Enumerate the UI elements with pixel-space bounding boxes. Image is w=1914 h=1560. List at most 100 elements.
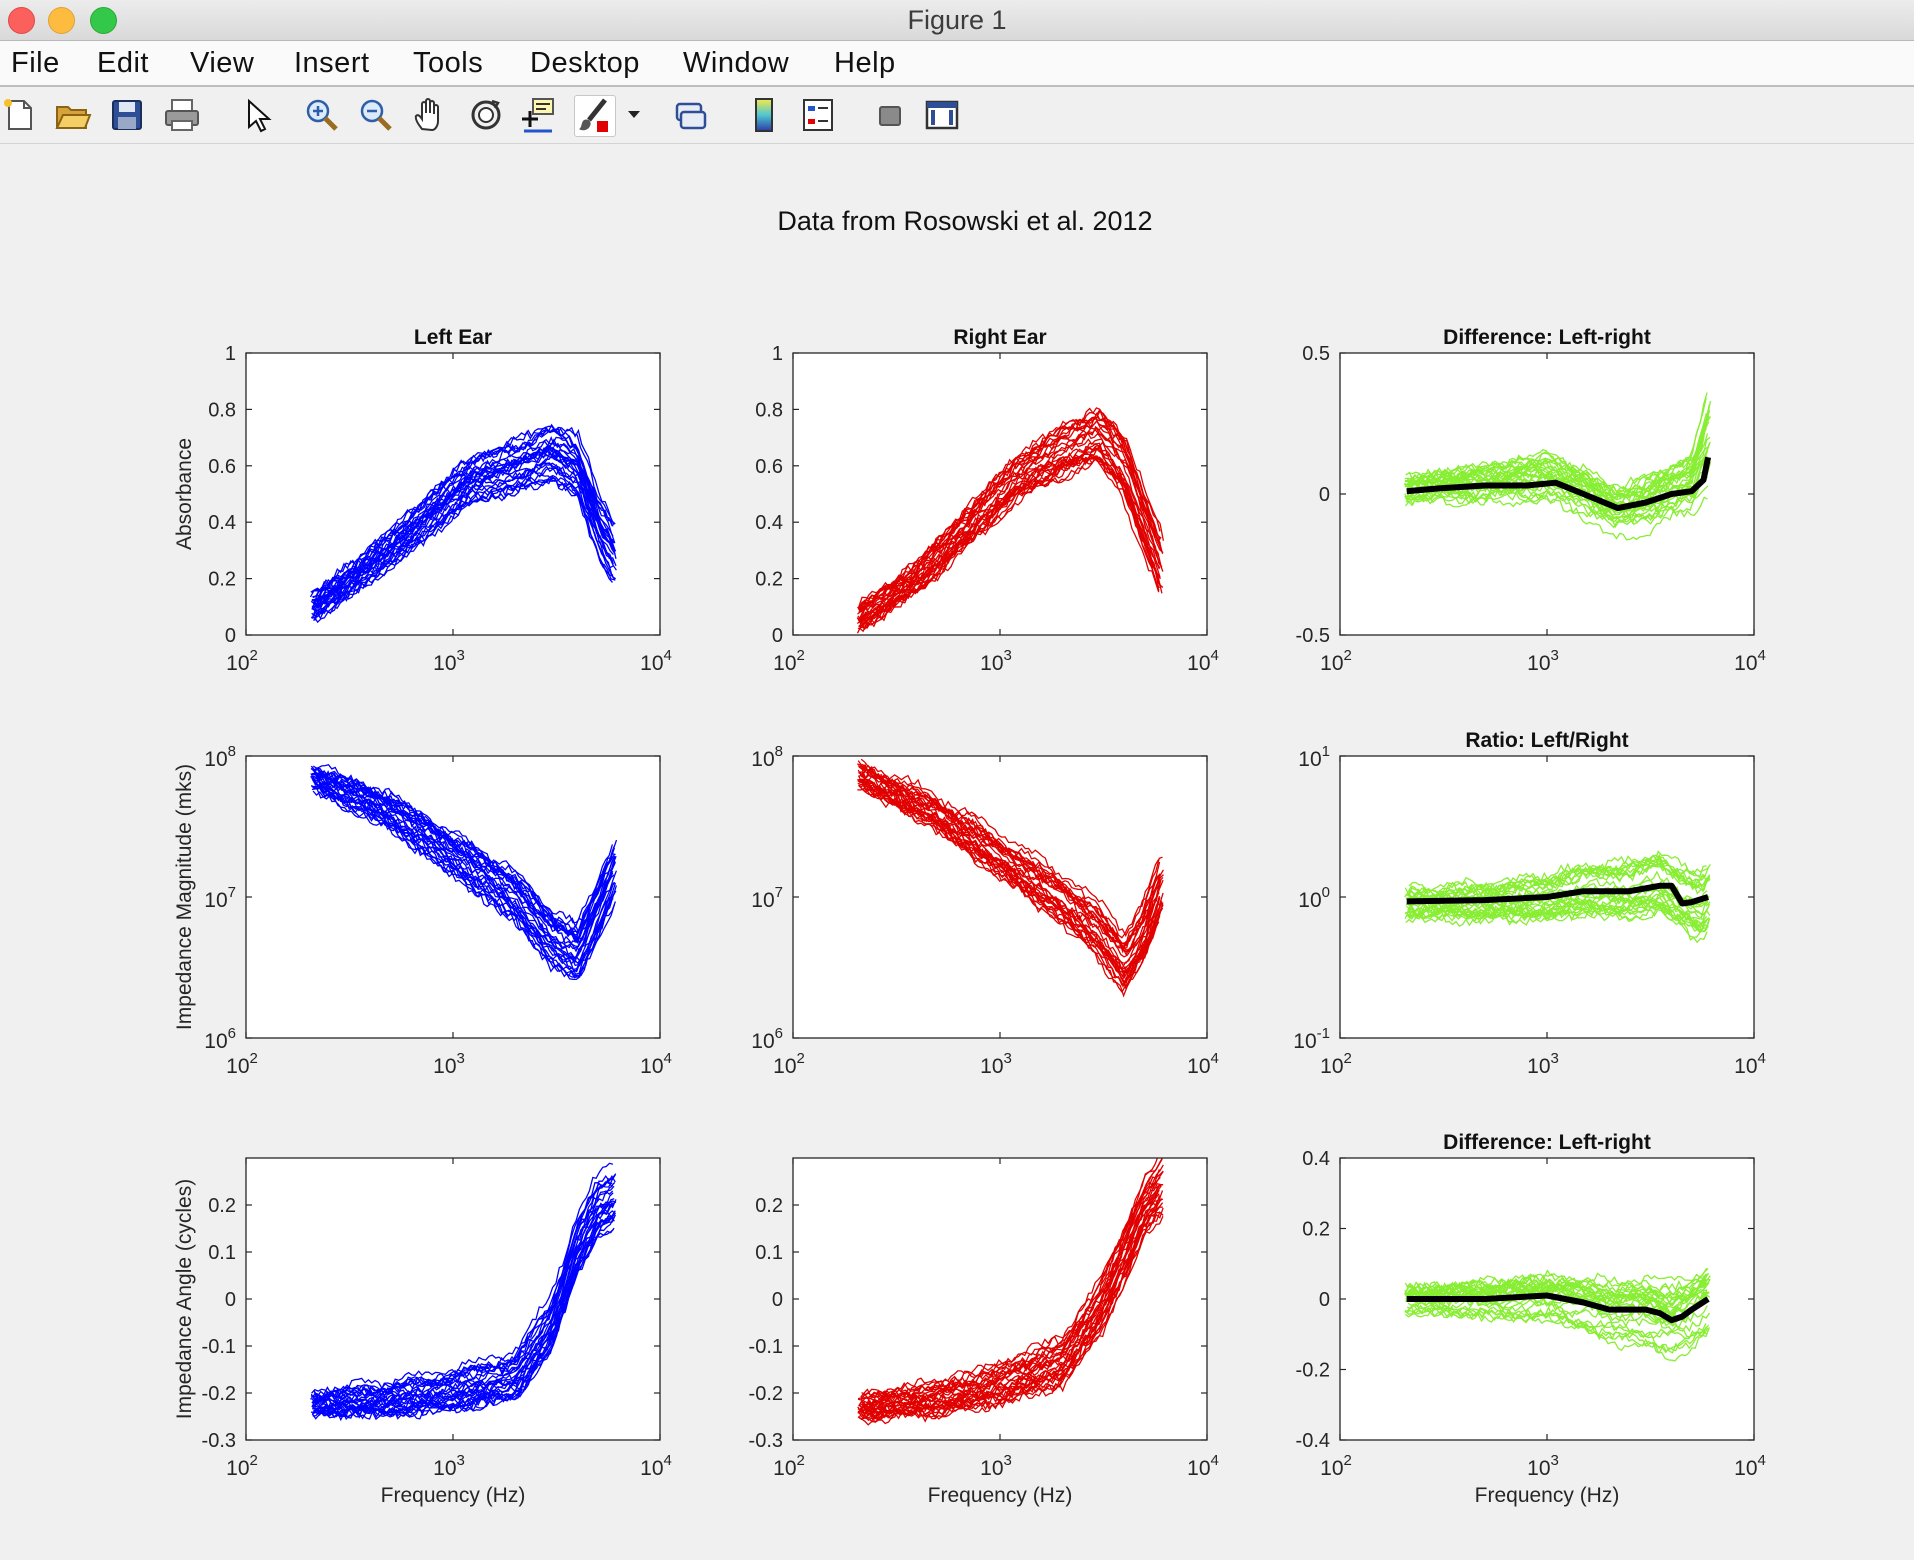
x-tick-label: 102 <box>773 1050 805 1078</box>
subplot-right-absorbance[interactable]: 102 103 104 0 0.2 0.4 0.6 0.8 1 Right Ear <box>755 326 1219 675</box>
y-tick-label: -0.3 <box>749 1430 783 1452</box>
menu-help[interactable]: Help <box>834 47 896 79</box>
colorbar-icon[interactable] <box>744 95 784 135</box>
series-line <box>1408 862 1712 894</box>
y-tick-label: 108 <box>204 743 236 771</box>
series-line <box>858 1176 1161 1407</box>
menu-edit[interactable]: Edit <box>97 47 149 79</box>
y-tick-label: 106 <box>751 1025 783 1053</box>
series-line <box>313 1214 616 1422</box>
subplot-impedance-magnitude-ratio[interactable]: 102 103 104 10-1 100 101 Ratio: Left/Right <box>1293 729 1766 1078</box>
brush-icon[interactable] <box>574 95 616 137</box>
menu-bar: File Edit View Insert Tools Desktop Wind… <box>0 41 1914 87</box>
save-icon[interactable] <box>107 95 147 135</box>
mean-line <box>1406 456 1712 512</box>
series-line <box>859 784 1163 983</box>
figure-toolbar <box>0 87 1914 144</box>
series-line <box>861 426 1164 618</box>
window-titlebar: Figure 1 <box>0 0 1914 41</box>
x-tick-label: 102 <box>1320 1050 1352 1078</box>
y-tick-label: 0.2 <box>208 569 236 591</box>
series-line <box>311 1162 614 1395</box>
subplot-absorbance-difference[interactable]: 102 103 104 -0.5 0 0.5 Difference: Left-right <box>1296 326 1766 675</box>
x-tick-label: 104 <box>640 1050 672 1078</box>
subplot-right-impedance-angle[interactable]: 102 103 104 -0.3 -0.2 -0.1 0 0.1 0.2 Frequency (H… <box>749 1154 1219 1507</box>
series-line <box>858 1184 1161 1411</box>
data-cursor-icon[interactable] <box>518 95 558 135</box>
x-tick-label: 102 <box>1320 647 1352 675</box>
y-tick-label: 108 <box>751 743 783 771</box>
legend-icon[interactable] <box>798 95 838 135</box>
y-axis-label: Impedance Angle (cycles) <box>173 1179 196 1419</box>
y-tick-label: 0.2 <box>755 1195 783 1217</box>
series-line <box>313 786 617 979</box>
y-tick-label: 0.1 <box>755 1242 783 1264</box>
hide-plot-tools-icon[interactable] <box>870 95 910 135</box>
series-line <box>859 767 1162 958</box>
x-tick-label: 104 <box>640 647 672 675</box>
subplot-left-impedance-angle[interactable]: 102 103 104 -0.3 -0.2 -0.1 0 0.1 0.2 Impedance An… <box>173 1157 672 1507</box>
menu-view[interactable]: View <box>190 47 255 79</box>
series-line <box>1404 1276 1707 1298</box>
y-tick-label: -0.4 <box>1296 1430 1330 1452</box>
menu-window[interactable]: Window <box>683 47 790 79</box>
close-window-button[interactable] <box>8 7 35 34</box>
y-tick-label: 0.1 <box>208 1242 236 1264</box>
series-line <box>1405 450 1709 529</box>
zoom-out-icon[interactable] <box>356 95 396 135</box>
plot-area <box>793 756 1207 1038</box>
pan-hand-icon[interactable] <box>410 95 450 135</box>
subplot-left-absorbance[interactable]: 102 103 104 0 0.2 0.4 0.6 0.8 1 Left Ear Absorbanc… <box>173 326 672 675</box>
menu-insert[interactable]: Insert <box>294 47 370 79</box>
y-tick-label: 0 <box>772 625 783 647</box>
brush-dropdown-arrow-icon[interactable] <box>622 95 646 135</box>
subplot-left-impedance-magnitude[interactable]: 102 103 104 106 107 108 Impedance Magnitude (m… <box>173 743 672 1078</box>
new-figure-icon[interactable] <box>0 95 40 135</box>
x-tick-label: 104 <box>1187 1050 1219 1078</box>
rotate-3d-icon[interactable] <box>466 95 506 135</box>
figure-title: Data from Rosowski et al. 2012 <box>777 206 1152 236</box>
minimize-window-button[interactable] <box>48 7 75 34</box>
x-tick-label: 103 <box>433 1050 465 1078</box>
y-tick-label: -0.5 <box>1296 625 1330 647</box>
open-file-icon[interactable] <box>52 95 92 135</box>
series-line <box>1406 1304 1710 1362</box>
series-line <box>1406 485 1709 514</box>
x-tick-label: 103 <box>980 1050 1012 1078</box>
series-line <box>1405 1285 1708 1320</box>
series-line <box>858 455 1162 630</box>
series-line <box>1408 461 1712 512</box>
series-line <box>313 474 616 622</box>
x-axis-label: Frequency (Hz) <box>928 1484 1073 1507</box>
show-plot-tools-icon[interactable] <box>922 95 962 135</box>
series-line <box>1406 901 1709 925</box>
menu-desktop[interactable]: Desktop <box>530 47 640 79</box>
menu-file[interactable]: File <box>11 47 60 79</box>
series-line <box>857 446 1160 622</box>
x-tick-label: 102 <box>1320 1452 1352 1480</box>
y-tick-label: 0.8 <box>755 399 783 421</box>
series-line <box>1406 887 1709 919</box>
zoom-in-icon[interactable] <box>302 95 342 135</box>
x-tick-label: 104 <box>1187 647 1219 675</box>
y-tick-label: 0.5 <box>1302 343 1330 365</box>
series-line <box>861 778 1164 972</box>
subplot-impedance-angle-difference[interactable]: 102 103 104 -0.4 -0.2 0 0.2 0.4 Difference: Left… <box>1296 1131 1766 1507</box>
series-lines <box>309 423 617 624</box>
series-line <box>1407 404 1711 497</box>
series-line <box>310 775 613 964</box>
series-line <box>1407 407 1710 511</box>
series-line <box>1407 415 1710 523</box>
series-line <box>311 1228 615 1421</box>
subplot-title: Difference: Left-right <box>1443 1131 1651 1154</box>
series-lines <box>857 758 1164 998</box>
series-line <box>312 1179 616 1401</box>
pointer-icon[interactable] <box>236 95 276 135</box>
link-plot-icon[interactable] <box>670 95 710 135</box>
subplot-right-impedance-magnitude[interactable]: 102 103 104 106 107 108 <box>751 743 1219 1078</box>
zoom-window-button[interactable] <box>90 7 117 34</box>
series-line <box>857 1193 1160 1417</box>
y-tick-label: 0 <box>1319 484 1330 506</box>
menu-tools[interactable]: Tools <box>413 47 484 79</box>
print-icon[interactable] <box>162 95 202 135</box>
